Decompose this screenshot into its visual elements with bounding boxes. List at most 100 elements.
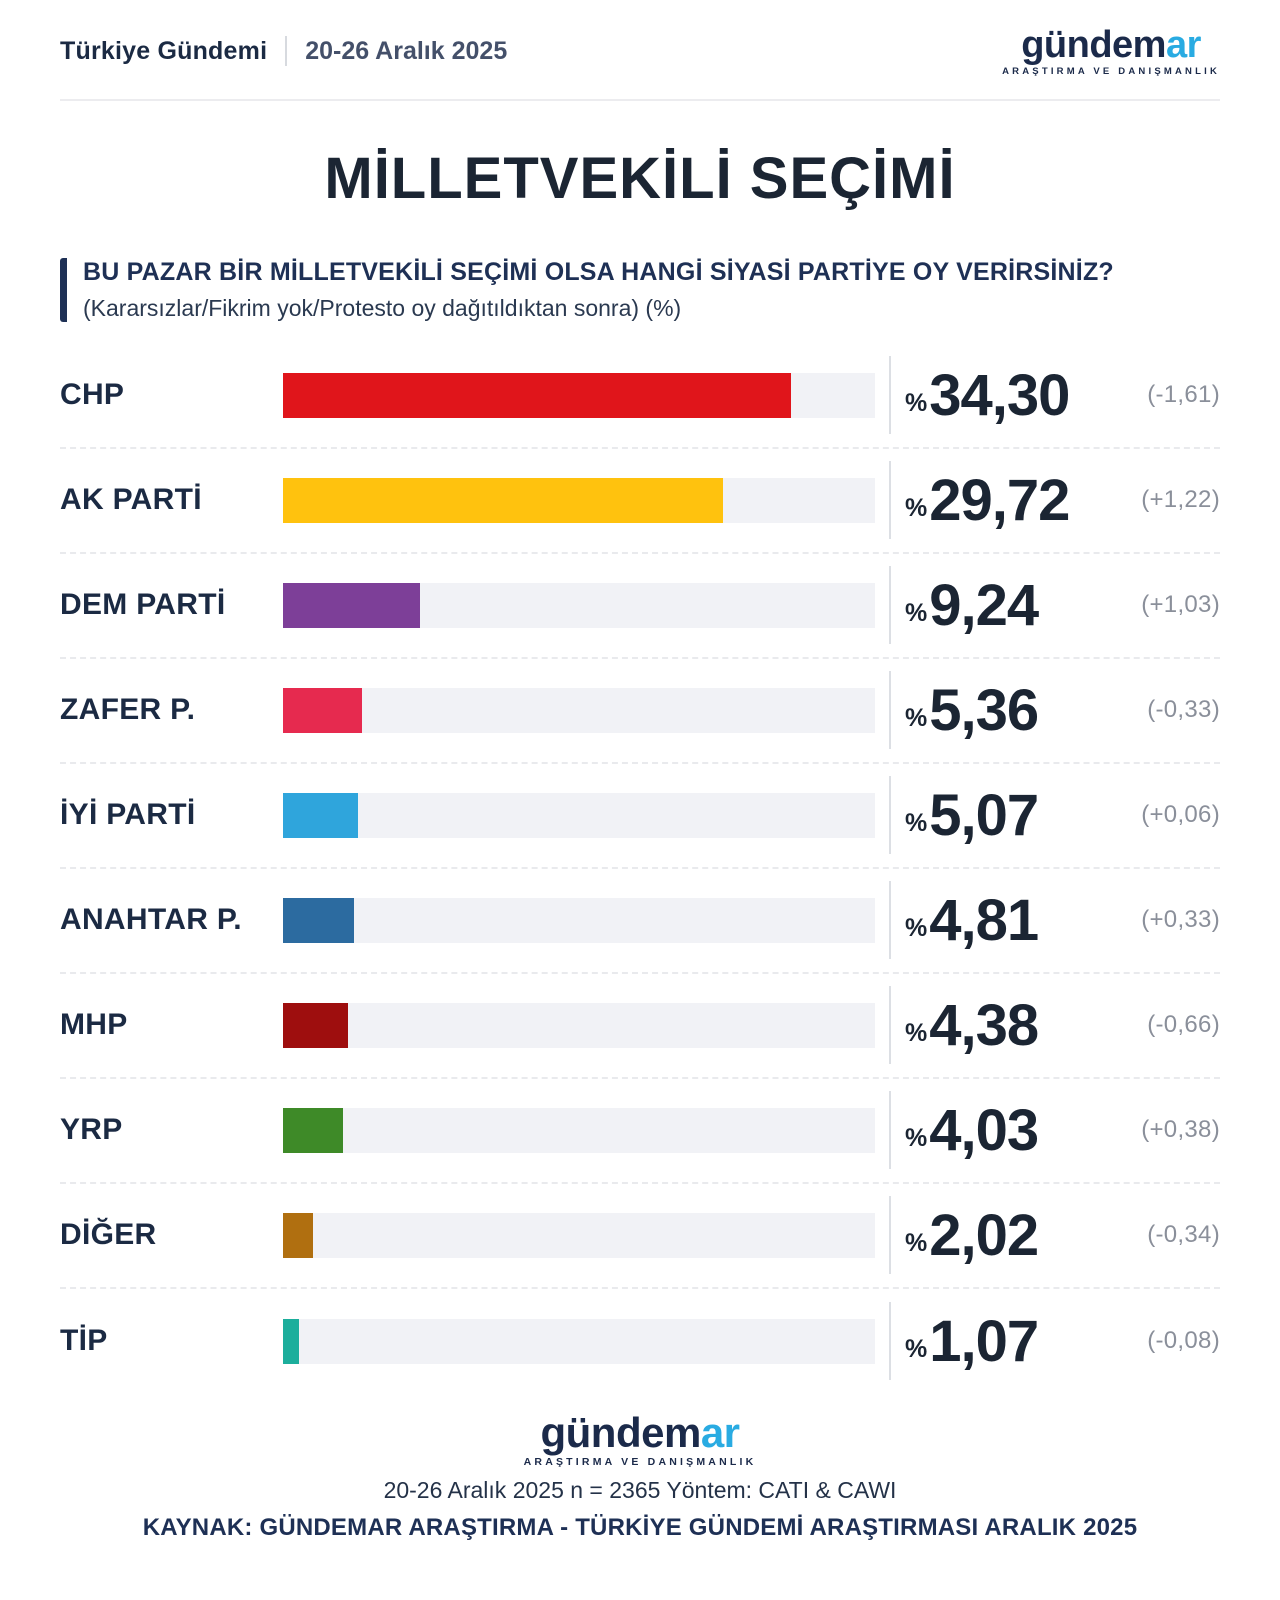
footer-logo-wordmark: gündemar xyxy=(540,1408,740,1456)
percent-sign: % xyxy=(905,493,928,522)
brand-name: Türkiye Gündemi xyxy=(60,36,268,65)
change-value: (+0,06) xyxy=(1141,801,1220,828)
change-value: (+0,33) xyxy=(1141,906,1220,933)
bar-track xyxy=(283,792,875,838)
bar-track xyxy=(283,897,875,943)
value-area: % 4,03 (+0,38) xyxy=(891,1097,1220,1164)
party-name: TİP xyxy=(60,1324,108,1357)
page-title: MİLLETVEKİLİ SEÇİMİ xyxy=(324,145,956,211)
percent-value: 4,38 xyxy=(929,992,1039,1058)
party-name: DEM PARTİ xyxy=(60,588,226,621)
party-name: YRP xyxy=(60,1113,123,1146)
row-divider xyxy=(889,1196,891,1274)
question-block: BU PAZAR BİR MİLLETVEKİLİ SEÇİMİ OLSA HA… xyxy=(60,257,1220,322)
change-value: (-1,61) xyxy=(1147,381,1220,408)
change-value: (-0,08) xyxy=(1147,1327,1220,1354)
methodology-line: 20-26 Aralık 2025 n = 2365 Yöntem: CATI … xyxy=(383,1477,897,1503)
value-area: % 9,24 (+1,03) xyxy=(891,572,1220,639)
party-row: AK PARTİ % 29,72 (+1,22) xyxy=(60,449,1220,554)
percent-sign: % xyxy=(905,1228,928,1257)
change-value: (+0,38) xyxy=(1141,1116,1220,1143)
bar-fill xyxy=(283,687,363,733)
header-separator xyxy=(285,36,288,67)
value-area: % 5,07 (+0,06) xyxy=(891,782,1220,849)
percent-sign: % xyxy=(905,703,928,732)
row-divider xyxy=(889,1091,891,1169)
party-row: MHP % 4,38 (-0,66) xyxy=(60,974,1220,1079)
poll-infographic: Türkiye Gündemi 20-26 Aralık 2025 gündem… xyxy=(60,0,1220,1541)
row-divider xyxy=(889,1302,891,1380)
header-left: Türkiye Gündemi 20-26 Aralık 2025 xyxy=(60,36,508,67)
value-area: % 5,36 (-0,33) xyxy=(891,677,1220,744)
party-name: CHP xyxy=(60,378,125,411)
bar-fill xyxy=(283,372,791,418)
bar-fill xyxy=(283,1318,299,1364)
bar-track xyxy=(283,687,875,733)
value-area: % 2,02 (-0,34) xyxy=(891,1202,1220,1269)
value-area: % 4,38 (-0,66) xyxy=(891,992,1220,1059)
party-row: DEM PARTİ % 9,24 (+1,03) xyxy=(60,554,1220,659)
row-divider xyxy=(889,461,891,539)
percent-sign: % xyxy=(905,598,928,627)
gundemar-footer-logo: gündemar ARAŞTIRMA VE DANIŞMANLIK xyxy=(523,1408,757,1468)
percent-value: 29,72 xyxy=(929,467,1070,533)
value-area: % 1,07 (-0,08) xyxy=(891,1308,1220,1375)
change-value: (+1,03) xyxy=(1141,591,1220,618)
logo-tagline: ARAŞTIRMA VE DANIŞMANLIK xyxy=(1002,66,1220,77)
party-name: ZAFER P. xyxy=(60,693,196,726)
percent-sign: % xyxy=(905,1334,928,1363)
change-value: (-0,33) xyxy=(1147,696,1220,723)
change-value: (-0,66) xyxy=(1147,1011,1220,1038)
gundemar-logo: gündemar ARAŞTIRMA VE DANIŞMANLIK xyxy=(1002,26,1220,77)
percent-value: 1,07 xyxy=(929,1308,1039,1374)
bar-fill xyxy=(283,897,355,943)
party-name: İYİ PARTİ xyxy=(60,798,196,831)
party-row: ZAFER P. % 5,36 (-0,33) xyxy=(60,659,1220,764)
bar-fill xyxy=(283,582,420,628)
party-row: CHP % 34,30 (-1,61) xyxy=(60,344,1220,449)
row-divider xyxy=(889,566,891,644)
party-row: ANAHTAR P. % 4,81 (+0,33) xyxy=(60,869,1220,974)
party-row: DİĞER % 2,02 (-0,34) xyxy=(60,1184,1220,1289)
percent-value: 9,24 xyxy=(929,572,1039,638)
survey-date-range: 20-26 Aralık 2025 xyxy=(305,36,508,65)
percent-sign: % xyxy=(905,388,928,417)
source-line: KAYNAK: GÜNDEMAR ARAŞTIRMA - TÜRKİYE GÜN… xyxy=(142,1514,1138,1541)
value-area: % 4,81 (+0,33) xyxy=(891,887,1220,954)
percent-value: 34,30 xyxy=(929,362,1070,428)
percent-value: 4,03 xyxy=(929,1097,1039,1163)
party-name: DİĞER xyxy=(60,1218,157,1251)
row-divider xyxy=(889,881,891,959)
change-value: (+1,22) xyxy=(1141,486,1220,513)
percent-sign: % xyxy=(905,913,928,942)
row-divider xyxy=(889,986,891,1064)
question-text: BU PAZAR BİR MİLLETVEKİLİ SEÇİMİ OLSA HA… xyxy=(83,257,1114,286)
percent-sign: % xyxy=(905,808,928,837)
percent-sign: % xyxy=(905,1018,928,1047)
bar-fill xyxy=(283,477,723,523)
bar-track xyxy=(283,1212,875,1258)
percent-value: 4,81 xyxy=(929,887,1039,953)
percent-value: 5,36 xyxy=(929,677,1039,743)
logo-wordmark: gündemar xyxy=(1021,24,1201,66)
row-divider xyxy=(889,356,891,434)
bar-track xyxy=(283,372,875,418)
footer-logo-tagline: ARAŞTIRMA VE DANIŞMANLIK xyxy=(523,1455,757,1468)
bar-fill xyxy=(283,792,359,838)
party-name: ANAHTAR P. xyxy=(60,903,242,936)
party-row: İYİ PARTİ % 5,07 (+0,06) xyxy=(60,764,1220,869)
party-row: YRP % 4,03 (+0,38) xyxy=(60,1079,1220,1184)
party-row: TİP % 1,07 (-0,08) xyxy=(60,1289,1220,1394)
bar-track xyxy=(283,1002,875,1048)
percent-value: 2,02 xyxy=(929,1202,1039,1268)
row-divider xyxy=(889,671,891,749)
bar-fill xyxy=(283,1107,343,1153)
bar-track xyxy=(283,1107,875,1153)
question-subtext: (Kararsızlar/Fikrim yok/Protesto oy dağı… xyxy=(83,294,682,321)
header: Türkiye Gündemi 20-26 Aralık 2025 gündem… xyxy=(60,0,1220,101)
change-value: (-0,34) xyxy=(1147,1221,1220,1248)
value-area: % 29,72 (+1,22) xyxy=(891,467,1220,534)
row-divider xyxy=(889,776,891,854)
bar-track xyxy=(283,582,875,628)
bar-fill xyxy=(283,1002,348,1048)
